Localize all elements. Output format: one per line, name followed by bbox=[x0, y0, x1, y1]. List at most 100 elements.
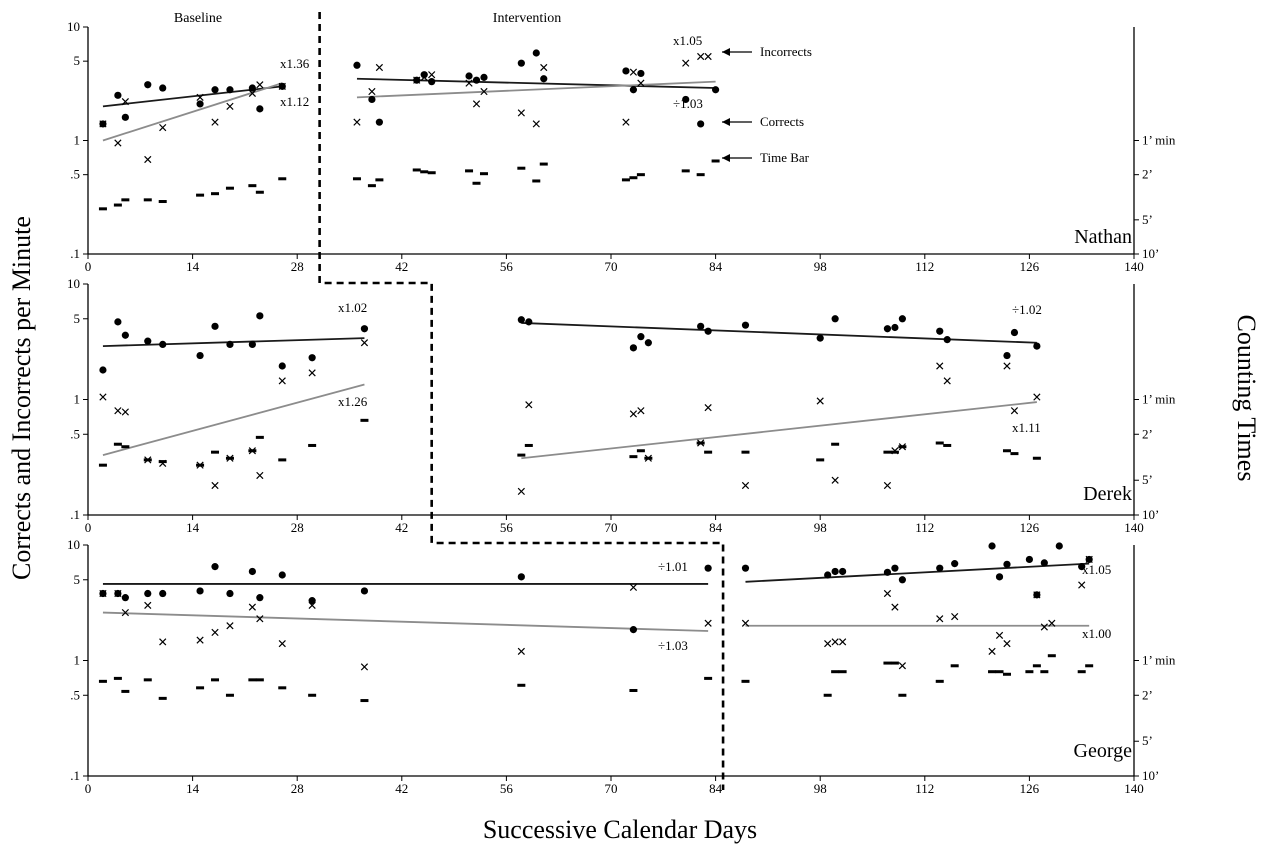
incorrect-mark bbox=[622, 118, 630, 126]
panel-george: 10 5 1 .5 .1 1’ min 2’ 5’ 10’ 0 14 28 42 56 70 84 98 112 1… bbox=[67, 537, 1176, 796]
celeration-label: x1.36 bbox=[280, 56, 310, 71]
time-bar-mark bbox=[211, 450, 220, 454]
y-tick-label: 1 bbox=[74, 392, 81, 407]
correct-mark bbox=[704, 564, 712, 572]
student-name: Nathan bbox=[1074, 226, 1132, 248]
correct-mark bbox=[375, 118, 383, 126]
correct-mark bbox=[114, 318, 122, 326]
time-bar-mark bbox=[367, 184, 376, 188]
correct-mark bbox=[308, 354, 316, 362]
time-bar-mark bbox=[255, 435, 264, 439]
incorrect-mark bbox=[831, 638, 839, 646]
trend-line-baseline-incorrects bbox=[102, 611, 709, 632]
correct-mark bbox=[629, 344, 638, 352]
correct-mark bbox=[637, 333, 645, 341]
time-bar-mark bbox=[479, 172, 488, 176]
correct-mark bbox=[480, 73, 488, 81]
incorrect-mark bbox=[1033, 393, 1041, 401]
time-bar-mark bbox=[935, 441, 944, 445]
x-tick-label: 112 bbox=[915, 520, 934, 535]
time-bar-mark bbox=[98, 207, 107, 211]
student-name: Derek bbox=[1083, 483, 1132, 505]
correct-mark bbox=[248, 340, 256, 348]
incorrect-mark bbox=[211, 481, 219, 490]
correct-mark bbox=[114, 589, 122, 598]
time-bar-mark bbox=[1032, 664, 1041, 668]
incorrect-mark bbox=[226, 622, 234, 630]
y-tick-label: 10 bbox=[67, 276, 80, 291]
x-tick-label: 0 bbox=[85, 259, 92, 274]
incorrect-mark bbox=[525, 401, 533, 409]
incorrect-mark bbox=[540, 63, 548, 72]
correct-mark bbox=[368, 95, 376, 104]
time-bar-mark bbox=[950, 664, 959, 668]
incorrect-mark bbox=[936, 362, 944, 370]
trend-line-baseline-incorrects bbox=[102, 383, 365, 456]
correct-mark bbox=[532, 49, 540, 57]
time-bar-mark bbox=[248, 184, 257, 188]
x-tick-label: 126 bbox=[1020, 259, 1040, 274]
time-bar-mark bbox=[704, 450, 713, 454]
correct-mark bbox=[697, 322, 705, 330]
time-bar-mark bbox=[741, 679, 750, 683]
x-tick-label: 56 bbox=[500, 520, 514, 535]
time-bar-mark bbox=[121, 198, 130, 202]
correct-mark bbox=[420, 71, 428, 79]
incorrect-mark bbox=[831, 476, 839, 484]
incorrect-mark bbox=[278, 377, 286, 385]
correct-mark bbox=[712, 86, 720, 94]
celeration-label: x1.11 bbox=[1012, 420, 1041, 435]
x-tick-label: 70 bbox=[605, 259, 618, 274]
correct-mark bbox=[704, 327, 712, 335]
x-tick-label: 14 bbox=[186, 781, 200, 796]
right-tick-label: 10’ bbox=[1142, 768, 1159, 783]
incorrect-mark bbox=[883, 481, 892, 490]
time-bar-mark bbox=[1077, 670, 1086, 674]
incorrect-mark bbox=[226, 454, 234, 462]
y-tick-label: .5 bbox=[70, 167, 80, 182]
time-bar-mark bbox=[890, 661, 899, 665]
x-tick-label: 42 bbox=[395, 520, 408, 535]
x-tick-label: 14 bbox=[186, 520, 200, 535]
incorrect-mark bbox=[838, 638, 847, 646]
x-tick-label: 126 bbox=[1020, 781, 1040, 796]
time-bar-mark bbox=[1032, 456, 1041, 460]
incorrect-mark bbox=[256, 615, 264, 623]
x-tick-label: 42 bbox=[395, 259, 408, 274]
correct-mark bbox=[525, 318, 533, 326]
incorrect-mark bbox=[144, 155, 152, 164]
incorrect-mark bbox=[1048, 619, 1056, 627]
x-tick-label: 84 bbox=[709, 781, 723, 796]
panel-derek: 10 5 1 .5 .1 1’ min 2’ 5’ 10’ 0 14 28 42 56 70 84 98 112 1… bbox=[67, 276, 1176, 535]
celeration-label: ÷1.02 bbox=[1012, 302, 1042, 317]
time-bar-mark bbox=[831, 670, 840, 674]
right-axis-title: Counting Times bbox=[1232, 315, 1261, 482]
y-tick-label: 10 bbox=[67, 19, 80, 34]
correct-mark bbox=[159, 84, 167, 92]
correct-mark bbox=[1033, 591, 1041, 599]
right-tick-label: 1’ min bbox=[1142, 653, 1176, 668]
time-bar-mark bbox=[352, 177, 361, 181]
x-tick-label: 98 bbox=[814, 259, 827, 274]
legend-item: Time Bar bbox=[722, 150, 810, 165]
time-bar-mark bbox=[629, 176, 638, 180]
correct-mark bbox=[898, 315, 906, 323]
time-bar-mark bbox=[838, 670, 847, 674]
x-tick-label: 140 bbox=[1124, 259, 1144, 274]
time-bar-mark bbox=[943, 443, 952, 447]
correct-mark bbox=[1010, 328, 1019, 337]
time-bar-mark bbox=[196, 193, 205, 197]
correct-mark bbox=[741, 564, 750, 572]
correct-mark bbox=[637, 69, 645, 78]
correct-mark bbox=[159, 340, 167, 348]
time-bar-mark bbox=[255, 190, 264, 194]
correct-mark bbox=[278, 82, 286, 90]
time-bar-mark bbox=[278, 458, 287, 462]
time-bar-mark bbox=[517, 166, 526, 170]
trend-line-intervention-corrects bbox=[521, 322, 1037, 344]
time-bar-mark bbox=[935, 679, 944, 683]
correct-mark bbox=[211, 86, 219, 94]
correct-mark bbox=[99, 120, 107, 128]
correct-mark bbox=[114, 91, 122, 99]
